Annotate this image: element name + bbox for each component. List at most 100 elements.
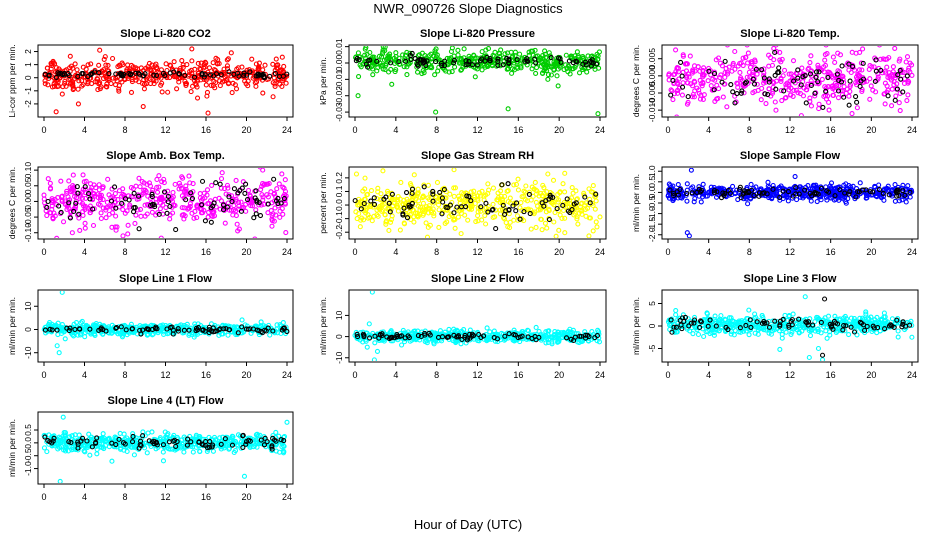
data-point — [459, 328, 465, 334]
data-point — [555, 83, 561, 89]
data-point — [248, 330, 254, 336]
data-point — [226, 69, 232, 75]
data-point — [43, 203, 49, 209]
data-point — [136, 226, 142, 232]
data-point — [684, 190, 690, 197]
data-point — [812, 90, 818, 96]
data-point — [673, 312, 679, 318]
data-point — [595, 111, 601, 116]
data-point — [880, 190, 886, 196]
data-point — [283, 229, 289, 236]
data-point — [136, 193, 142, 199]
y-tick-label: 0.00 — [334, 54, 344, 71]
data-point — [272, 83, 278, 89]
data-point — [176, 186, 182, 192]
data-point — [104, 199, 110, 205]
data-point — [253, 207, 259, 213]
data-point — [280, 184, 286, 190]
x-tick-label: 20 — [554, 125, 564, 135]
data-point — [279, 54, 285, 60]
data-point — [867, 189, 873, 195]
data-point — [183, 188, 189, 194]
data-point — [414, 69, 421, 75]
data-point — [446, 214, 452, 220]
plot-frame — [661, 166, 919, 240]
data-point — [545, 328, 551, 334]
y-tick-label: 0.000 — [647, 65, 657, 87]
data-point — [154, 176, 160, 183]
data-point — [356, 73, 362, 80]
data-point — [69, 230, 75, 236]
data-point — [515, 176, 521, 182]
data-point — [421, 184, 427, 190]
data-point — [537, 55, 543, 61]
data-point — [872, 78, 878, 84]
data-point — [363, 46, 369, 51]
data-point — [507, 225, 513, 231]
data-point — [745, 50, 751, 56]
data-point — [377, 206, 383, 212]
data-point — [451, 193, 457, 199]
data-point — [564, 65, 570, 71]
data-point — [228, 207, 235, 213]
data-point — [460, 64, 466, 70]
data-point — [265, 210, 271, 216]
data-point — [684, 181, 690, 187]
data-point — [554, 73, 560, 79]
data-point — [511, 182, 517, 188]
data-point — [746, 190, 752, 196]
data-point — [399, 342, 405, 348]
data-point — [442, 58, 448, 64]
data-point — [156, 184, 162, 190]
data-point — [769, 62, 776, 68]
data-point — [863, 311, 869, 317]
data-point — [408, 56, 414, 63]
data-point — [175, 326, 181, 332]
data-point — [463, 204, 469, 210]
data-point — [776, 65, 782, 71]
data-point — [102, 54, 108, 60]
data-point — [582, 194, 588, 200]
data-point — [112, 224, 118, 230]
data-point — [149, 332, 155, 338]
data-point — [198, 60, 204, 66]
data-point — [174, 86, 180, 92]
data-point — [121, 330, 127, 336]
data-point — [388, 60, 394, 66]
x-tick-label: 24 — [595, 125, 605, 135]
data-point — [162, 73, 168, 79]
data-point — [790, 93, 796, 99]
data-point — [719, 79, 725, 85]
data-point — [691, 94, 697, 100]
panel-title: Slope Line 1 Flow — [119, 273, 212, 285]
data-point — [674, 189, 680, 195]
data-point — [542, 51, 548, 57]
data-point — [743, 79, 750, 85]
data-point — [370, 72, 376, 78]
data-point — [705, 78, 711, 84]
data-point — [883, 70, 889, 76]
data-point — [686, 74, 692, 80]
data-point — [455, 214, 461, 220]
data-point — [487, 329, 493, 335]
data-point — [830, 75, 836, 81]
data-point — [499, 182, 505, 188]
data-point — [354, 55, 360, 62]
data-point — [562, 189, 568, 195]
y-tick-label: -1.5 — [647, 217, 657, 232]
data-point — [555, 332, 561, 338]
data-point — [484, 338, 490, 344]
data-point — [439, 63, 445, 69]
data-point — [746, 69, 752, 75]
data-point — [687, 53, 693, 59]
data-point — [280, 325, 286, 331]
data-point — [761, 75, 767, 81]
data-point — [80, 212, 86, 218]
data-point — [136, 175, 142, 181]
data-point — [525, 327, 531, 333]
data-point — [734, 90, 740, 97]
data-point — [786, 83, 792, 89]
data-point — [76, 326, 83, 332]
data-point — [685, 99, 691, 105]
